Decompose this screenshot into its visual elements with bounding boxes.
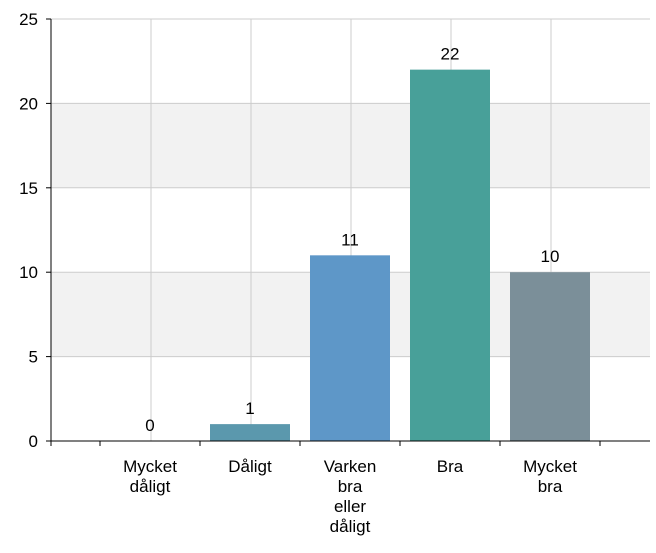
x-tick-label: Dåligt: [228, 457, 272, 476]
axes: [46, 18, 650, 446]
bar-value-label: 0: [145, 416, 154, 435]
x-tick-label-line: Mycket: [523, 457, 577, 476]
bars: [210, 69, 590, 441]
x-tick-label-line: Bra: [437, 457, 464, 476]
x-tick-label: Mycket bra: [523, 457, 577, 496]
x-tick-label-line: Dåligt: [228, 457, 272, 476]
x-tick-label-line: eller: [334, 497, 366, 516]
x-tick-label-line: Varken: [324, 457, 377, 476]
y-tick-label: 5: [29, 348, 38, 367]
x-tick-label: Bra: [437, 457, 464, 476]
y-tick-label: 25: [19, 10, 38, 29]
bar-value-label: 10: [541, 247, 560, 266]
y-tick-label: 15: [19, 179, 38, 198]
bar-value-label: 11: [341, 230, 359, 249]
bar-value-label: 1: [245, 399, 254, 418]
bar: [410, 69, 490, 441]
bar: [210, 424, 290, 441]
x-tick-label-line: Mycket: [123, 457, 177, 476]
y-tick-labels: 0 5 10 15 20 25: [19, 10, 38, 451]
x-tick-label-line: dåligt: [130, 477, 171, 496]
x-tick-label-line: bra: [538, 477, 563, 496]
x-tick-label-line: dåligt: [330, 517, 371, 536]
x-tick-label-line: bra: [338, 477, 363, 496]
x-tick-label: Varken bra eller dåligt: [324, 457, 377, 536]
bar: [510, 272, 590, 441]
y-tick-label: 20: [19, 94, 38, 113]
bar-value-label: 22: [441, 45, 460, 64]
y-tick-label: 0: [29, 432, 38, 451]
x-tick-label: Mycket dåligt: [123, 457, 177, 496]
bar: [310, 255, 390, 441]
y-tick-label: 10: [19, 263, 38, 282]
